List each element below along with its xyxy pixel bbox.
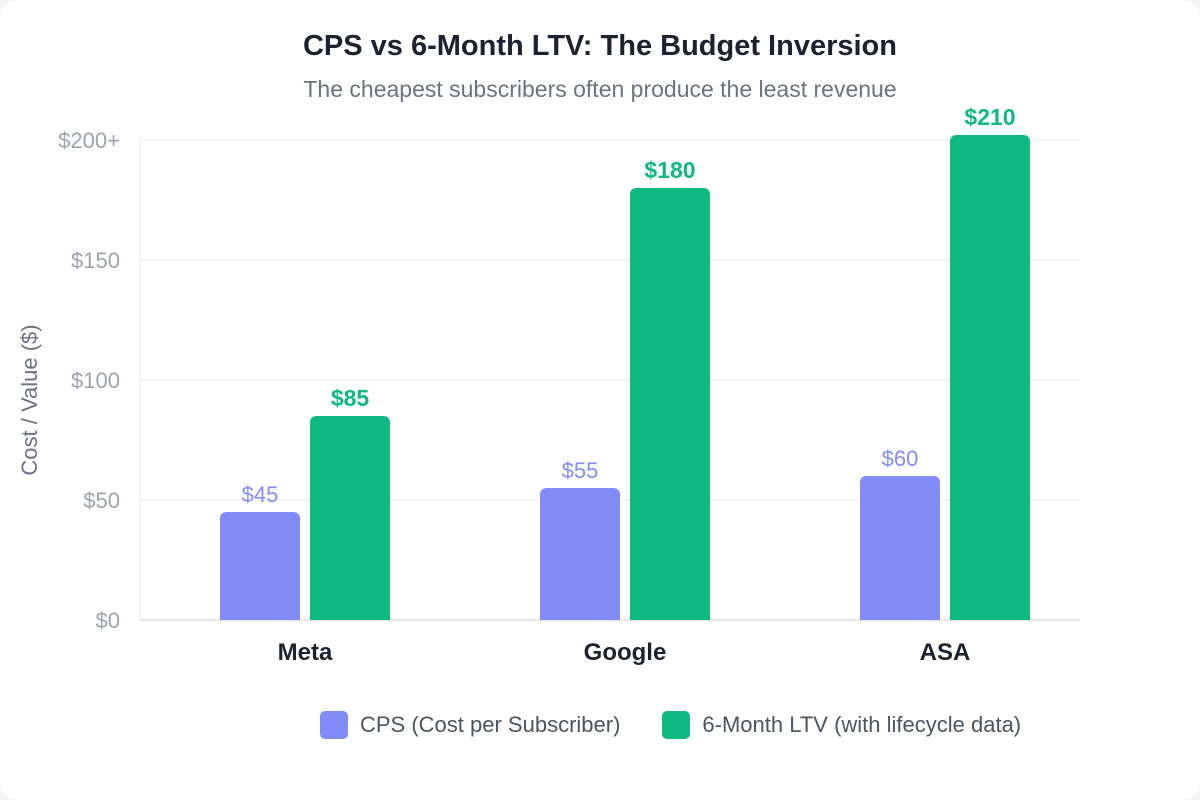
legend: CPS (Cost per Subscriber) 6-Month LTV (w…	[320, 708, 1049, 742]
bar-ltv-meta	[310, 416, 390, 620]
data-label: $210	[964, 104, 1015, 130]
bar-cps-asa	[860, 476, 940, 620]
chart-subtitle: The cheapest subscribers often produce t…	[303, 76, 897, 102]
bar-ltv-google	[630, 188, 710, 620]
x-tick-label: Google	[584, 639, 667, 666]
legend-label-cps: CPS (Cost per Subscriber)	[360, 712, 621, 737]
data-label: $85	[331, 385, 370, 411]
y-tick-label: $200+	[58, 128, 120, 153]
legend-item-cps: CPS (Cost per Subscriber)	[320, 711, 620, 739]
legend-item-ltv: 6-Month LTV (with lifecycle data)	[662, 711, 1021, 739]
data-label: $55	[562, 458, 599, 483]
x-tick-label: ASA	[920, 639, 971, 666]
bar-cps-google	[540, 488, 620, 620]
bar-ltv-asa	[950, 135, 1030, 620]
data-label: $60	[882, 446, 919, 471]
data-label: $180	[644, 157, 695, 183]
legend-swatch-ltv	[662, 711, 691, 739]
y-tick-label: $150	[71, 248, 120, 273]
legend-swatch-cps	[320, 711, 348, 739]
y-tick-label: $100	[71, 368, 120, 393]
x-tick-label: Meta	[278, 639, 333, 666]
data-label: $45	[242, 482, 279, 507]
y-tick-label: $0	[96, 608, 120, 633]
chart-title: CPS vs 6-Month LTV: The Budget Inversion	[302, 30, 897, 62]
y-axis-title: Cost / Value ($)	[17, 324, 42, 475]
y-tick-label: $50	[83, 488, 120, 513]
bar-cps-meta	[220, 512, 300, 620]
legend-label-ltv: 6-Month LTV (with lifecycle data)	[702, 712, 1022, 737]
